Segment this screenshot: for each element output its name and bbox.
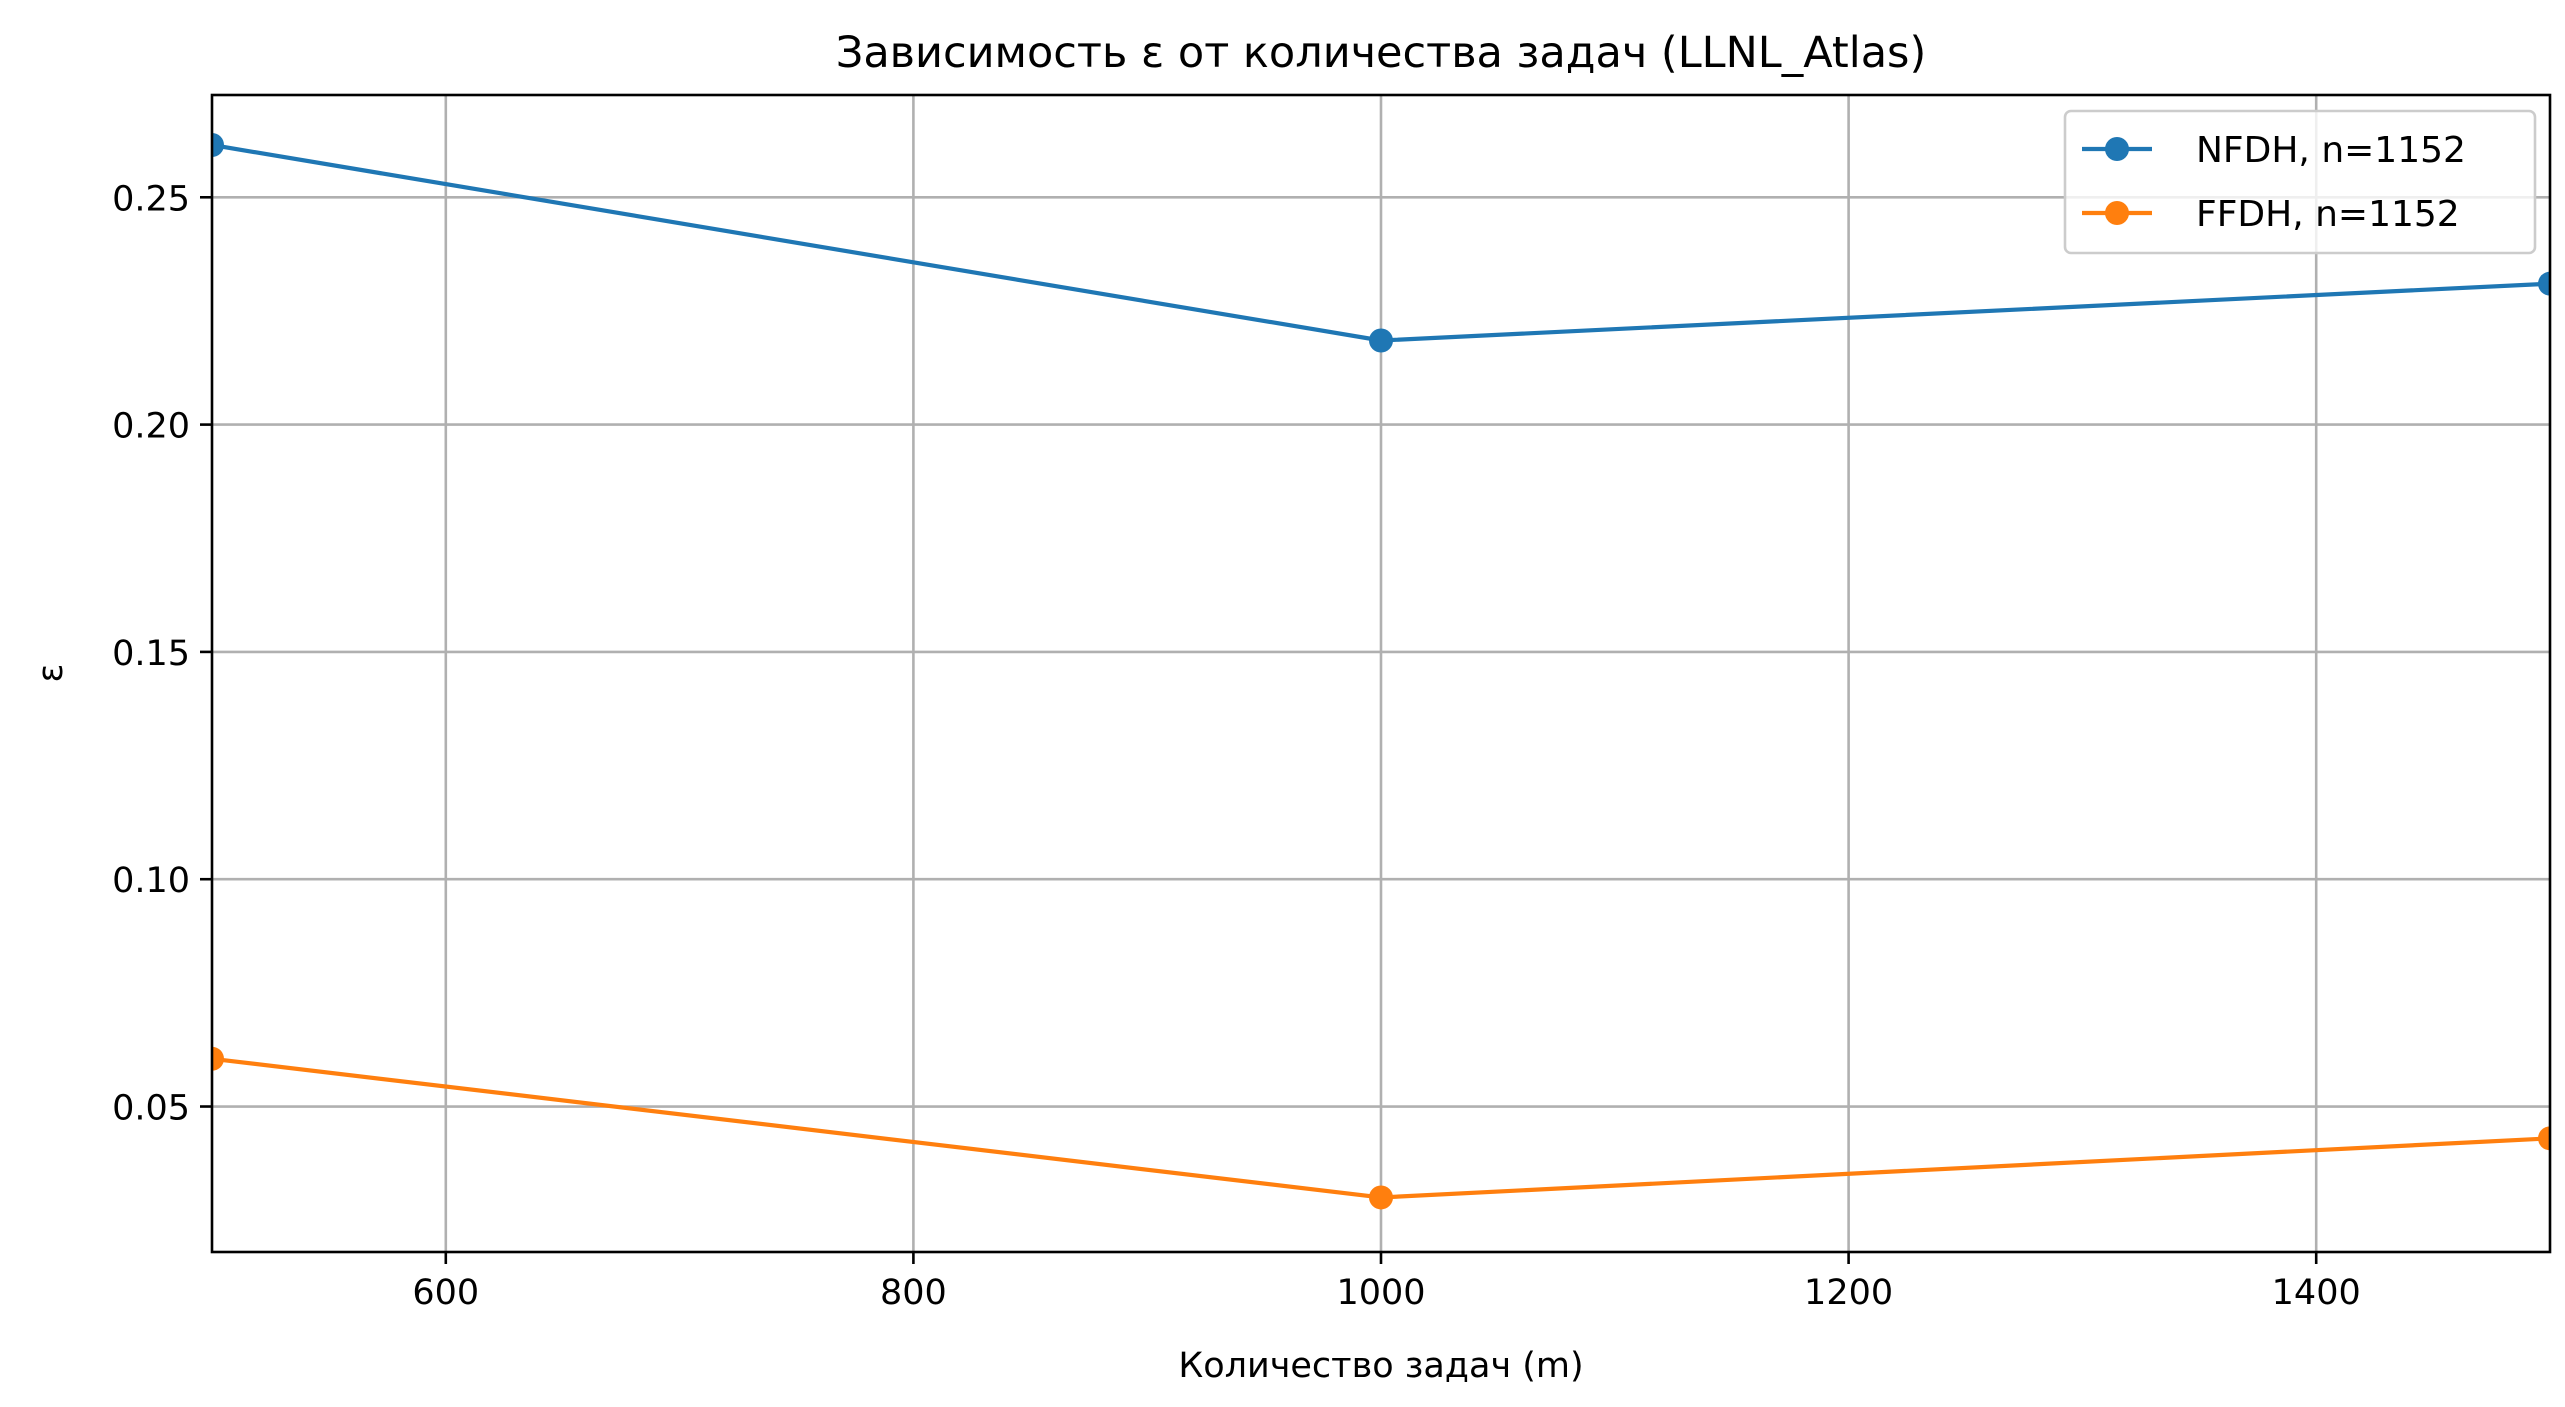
y-tick-label: 0.20 — [112, 407, 190, 447]
series-layer — [212, 133, 2550, 1210]
legend-label-ffdh: FFDH, n=1152 — [2196, 194, 2460, 235]
series-2 — [212, 1046, 2550, 1210]
data-point — [1369, 328, 1393, 353]
grid-lines — [212, 95, 2550, 1252]
data-point — [212, 1046, 224, 1071]
axis-ticks: 600 800 1000 1200 1400 0.05 0.10 0.15 0.20 0.25 — [112, 179, 2361, 1313]
y-tick-label: 0.15 — [112, 634, 190, 674]
legend-box — [2063, 109, 2537, 255]
data-point — [2538, 1126, 2550, 1151]
series-1 — [212, 133, 2550, 353]
data-point — [212, 133, 224, 158]
legend-marker-ffdh — [2105, 201, 2129, 225]
y-axis-label: ε — [31, 664, 71, 683]
legend-label-nfdh: NFDH, n=1152 — [2196, 130, 2466, 171]
x-tick-label: 800 — [880, 1273, 947, 1313]
data-point — [2538, 271, 2550, 296]
x-tick-label: 1000 — [1336, 1273, 1425, 1313]
legend-marker-nfdh — [2105, 137, 2129, 161]
x-axis-label: Количество задач (m) — [1178, 1346, 1583, 1386]
y-tick-label: 0.10 — [112, 861, 190, 901]
x-tick-label: 600 — [412, 1273, 479, 1313]
y-tick-label: 0.25 — [112, 179, 190, 219]
x-tick-label: 1400 — [2272, 1273, 2361, 1313]
data-point — [1369, 1185, 1393, 1210]
chart-title: Зависимость ε от количества задач (LLNL_… — [836, 28, 1926, 78]
legend: NFDH, n=1152 FFDH, n=1152 — [2063, 109, 2537, 255]
y-tick-label: 0.05 — [112, 1089, 190, 1129]
x-tick-label: 1200 — [1804, 1273, 1893, 1313]
